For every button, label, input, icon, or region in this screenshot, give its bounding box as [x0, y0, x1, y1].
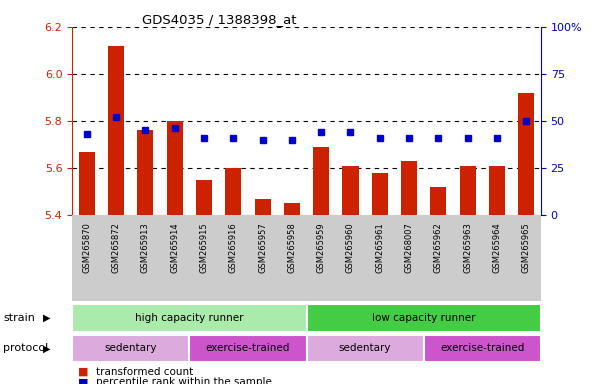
Bar	[166, 121, 183, 215]
Text: ■: ■	[78, 377, 88, 384]
Text: sedentary: sedentary	[105, 343, 157, 354]
Bar	[108, 46, 124, 215]
Text: low capacity runner: low capacity runner	[372, 313, 475, 323]
Text: GSM265915: GSM265915	[200, 222, 209, 273]
Bar	[196, 180, 212, 215]
Text: GSM265957: GSM265957	[258, 222, 267, 273]
Text: GSM265964: GSM265964	[492, 222, 501, 273]
Bar	[254, 199, 270, 215]
Bar	[72, 304, 307, 331]
Bar	[313, 147, 329, 215]
Bar	[430, 187, 447, 215]
Bar	[225, 168, 242, 215]
Bar	[460, 166, 476, 215]
Text: GSM265913: GSM265913	[141, 222, 150, 273]
Text: exercise-trained: exercise-trained	[206, 343, 290, 354]
Bar	[489, 166, 505, 215]
Text: GSM268007: GSM268007	[404, 222, 413, 273]
Text: GSM265961: GSM265961	[375, 222, 384, 273]
Text: GSM265960: GSM265960	[346, 222, 355, 273]
Bar	[137, 131, 153, 215]
Text: transformed count: transformed count	[96, 367, 194, 377]
Bar	[284, 203, 300, 215]
Text: ▶: ▶	[43, 313, 50, 323]
Text: GSM265870: GSM265870	[82, 222, 91, 273]
Text: protocol: protocol	[3, 343, 48, 354]
Text: ■: ■	[78, 367, 88, 377]
Bar	[72, 334, 189, 362]
Bar	[424, 334, 541, 362]
Bar	[518, 93, 534, 215]
Text: sedentary: sedentary	[339, 343, 391, 354]
Bar	[79, 152, 95, 215]
Text: GSM265914: GSM265914	[170, 222, 179, 273]
Text: GSM265872: GSM265872	[112, 222, 121, 273]
Text: exercise-trained: exercise-trained	[440, 343, 525, 354]
Bar	[401, 161, 417, 215]
Text: GDS4035 / 1388398_at: GDS4035 / 1388398_at	[142, 13, 297, 26]
Text: GSM265916: GSM265916	[229, 222, 238, 273]
Text: GSM265963: GSM265963	[463, 222, 472, 273]
Text: GSM265959: GSM265959	[317, 222, 326, 273]
Bar	[371, 173, 388, 215]
Bar	[189, 334, 307, 362]
Text: percentile rank within the sample: percentile rank within the sample	[96, 377, 272, 384]
Bar	[307, 334, 424, 362]
Text: GSM265958: GSM265958	[287, 222, 296, 273]
Text: high capacity runner: high capacity runner	[135, 313, 243, 323]
Text: GSM265962: GSM265962	[434, 222, 443, 273]
Bar	[307, 304, 541, 331]
Text: ▶: ▶	[43, 343, 50, 354]
Text: strain: strain	[3, 313, 35, 323]
Bar	[343, 166, 359, 215]
Text: GSM265965: GSM265965	[522, 222, 531, 273]
